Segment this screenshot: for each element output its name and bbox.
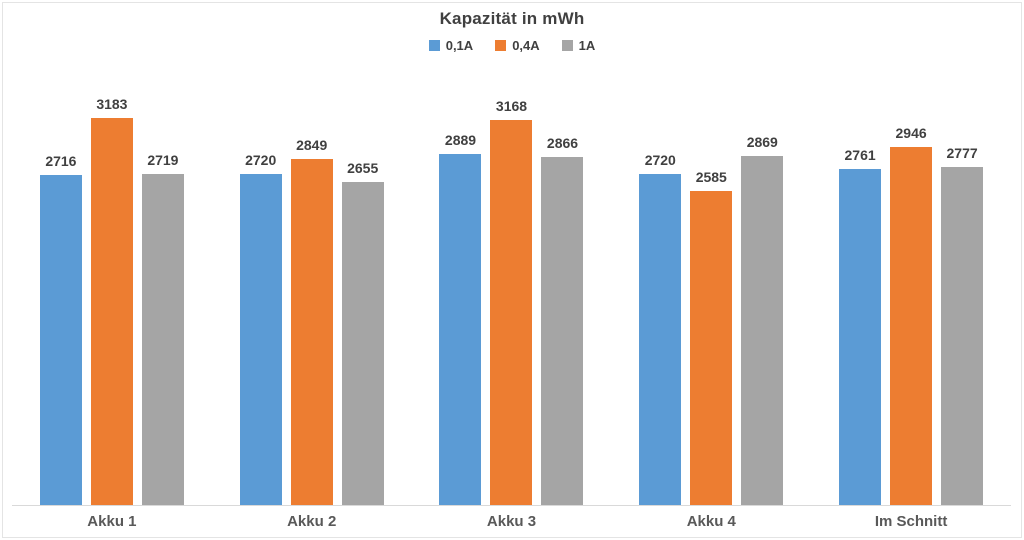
legend-swatch-1a bbox=[561, 40, 573, 51]
category-label-akku-2: Akku 2 bbox=[287, 513, 337, 530]
bar-col-akku-4-1a: 2869 bbox=[741, 134, 784, 505]
legend: 0,1A 0,4A 1A bbox=[0, 38, 1024, 53]
bar-akku-3-0-4a bbox=[490, 120, 533, 505]
legend-item-0-4a: 0,4A bbox=[495, 38, 540, 53]
bar-col-akku-4-0-1a: 2720 bbox=[639, 152, 682, 505]
bar-group-akku-2: 2720 2849 2655 bbox=[212, 118, 412, 505]
bar-akku-4-0-1a bbox=[639, 174, 682, 505]
bar-akku-1-1a bbox=[141, 174, 184, 505]
bar-value-label: 2761 bbox=[844, 147, 876, 163]
chart-title: Kapazität in mWh bbox=[439, 9, 585, 28]
bar-col-akku-1-0-4a: 3183 bbox=[90, 96, 133, 505]
bar-value-label: 2849 bbox=[296, 137, 328, 153]
category-label-im-schnitt: Im Schnitt bbox=[874, 513, 948, 530]
bar-col-akku-2-0-4a: 2849 bbox=[290, 137, 333, 505]
bar-value-label: 2720 bbox=[245, 152, 277, 168]
bar-col-akku-1-0-1a: 2716 bbox=[39, 153, 82, 505]
category-label-akku-4: Akku 4 bbox=[686, 513, 736, 530]
bar-im-schnitt-0-1a bbox=[839, 169, 882, 505]
bar-akku-1-0-4a bbox=[90, 118, 133, 505]
legend-item-0-1a: 0,1A bbox=[428, 38, 474, 53]
bar-block: 2761 2946 2777 bbox=[839, 125, 984, 505]
bar-akku-2-1a bbox=[341, 182, 384, 505]
bar-akku-1-0-1a bbox=[39, 175, 82, 505]
plot-area: 2716 3183 2719 2720 2849 2655 2889 3168 2866 2720… bbox=[12, 97, 1011, 505]
bar-col-im-schnitt-0-1a: 2761 bbox=[839, 147, 882, 505]
x-axis-line bbox=[12, 505, 1011, 506]
bar-block: 2889 3168 2866 bbox=[439, 98, 584, 505]
category-label-akku-1: Akku 1 bbox=[87, 513, 137, 530]
bar-akku-2-0-1a bbox=[239, 174, 282, 505]
bar-value-label: 2716 bbox=[45, 153, 77, 169]
bar-value-label: 2655 bbox=[347, 160, 379, 176]
bar-col-akku-3-0-1a: 2889 bbox=[439, 132, 482, 505]
bar-akku-3-0-1a bbox=[439, 154, 482, 505]
bar-col-im-schnitt-1a: 2777 bbox=[941, 145, 984, 505]
bar-value-label: 2719 bbox=[147, 152, 179, 168]
bar-akku-3-1a bbox=[541, 157, 584, 505]
category-axis-labels: Akku 1 Akku 2 Akku 3 Akku 4 Im Schnitt bbox=[12, 513, 1011, 530]
bar-akku-2-0-4a bbox=[290, 159, 333, 505]
bar-value-label: 2720 bbox=[644, 152, 676, 168]
bar-col-akku-4-0-4a: 2585 bbox=[690, 169, 733, 505]
legend-swatch-0-1a bbox=[428, 40, 440, 51]
bar-group-akku-4: 2720 2585 2869 bbox=[611, 118, 811, 505]
category-label-akku-3: Akku 3 bbox=[486, 513, 537, 530]
bar-col-im-schnitt-0-4a: 2946 bbox=[890, 125, 933, 505]
bar-im-schnitt-1a bbox=[941, 167, 984, 505]
bar-block: 2720 2849 2655 bbox=[239, 137, 384, 505]
bar-col-akku-1-1a: 2719 bbox=[141, 152, 184, 505]
bar-value-label: 2585 bbox=[695, 169, 727, 185]
legend-swatch-0-4a bbox=[495, 40, 507, 51]
bar-value-label: 2869 bbox=[746, 134, 778, 150]
legend-label: 0,4A bbox=[512, 38, 540, 53]
bar-value-label: 2866 bbox=[546, 135, 579, 151]
legend-item-1a: 1A bbox=[561, 38, 596, 53]
bar-value-label: 2889 bbox=[444, 132, 477, 148]
bar-group-akku-3: 2889 3168 2866 bbox=[412, 99, 612, 505]
bar-value-label: 2777 bbox=[946, 145, 978, 161]
bar-col-akku-2-1a: 2655 bbox=[341, 160, 384, 505]
bar-group-im-schnitt: 2761 2946 2777 bbox=[811, 118, 1011, 505]
bar-block: 2716 3183 2719 bbox=[39, 96, 184, 505]
bar-group-akku-1: 2716 3183 2719 bbox=[12, 97, 212, 505]
bar-im-schnitt-0-4a bbox=[890, 147, 933, 505]
legend-label: 0,1A bbox=[445, 38, 474, 53]
legend-label: 1A bbox=[578, 38, 596, 53]
bar-akku-4-1a bbox=[741, 156, 784, 505]
bar-col-akku-3-1a: 2866 bbox=[541, 135, 584, 505]
bar-value-label: 3168 bbox=[495, 98, 528, 114]
bar-col-akku-2-0-1a: 2720 bbox=[239, 152, 282, 505]
bar-value-label: 2946 bbox=[895, 125, 927, 141]
bar-col-akku-3-0-4a: 3168 bbox=[490, 98, 533, 505]
bar-value-label: 3183 bbox=[96, 96, 128, 112]
bar-block: 2720 2585 2869 bbox=[639, 134, 784, 505]
bar-akku-4-0-4a bbox=[690, 191, 733, 505]
